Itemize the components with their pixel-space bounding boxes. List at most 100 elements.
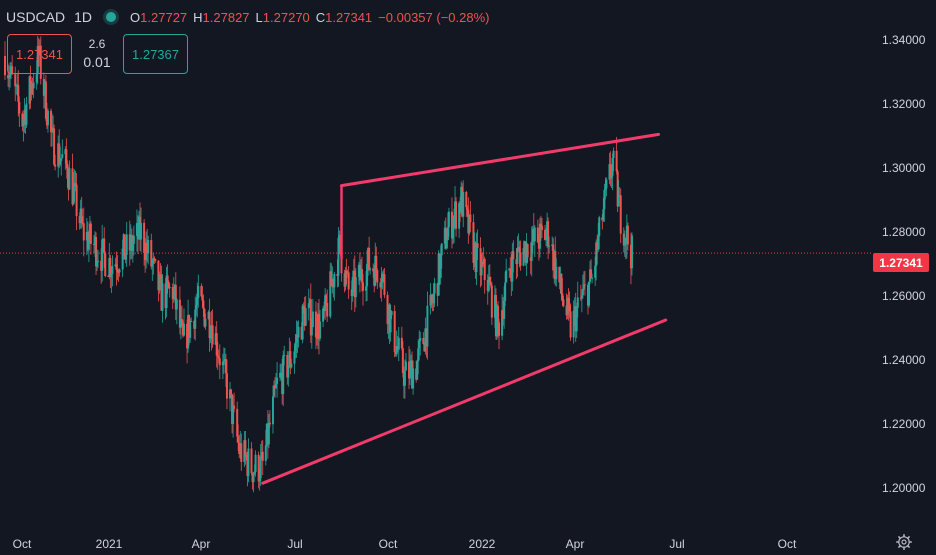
candle <box>388 303 391 344</box>
candle <box>366 250 369 301</box>
candle <box>472 214 475 271</box>
candle <box>460 181 463 215</box>
candle <box>74 170 77 192</box>
candle <box>75 173 78 231</box>
candle <box>359 259 362 281</box>
high-label: H <box>193 9 203 25</box>
candle <box>517 233 520 250</box>
candle <box>238 434 241 458</box>
candle <box>144 238 147 273</box>
candle <box>475 232 478 286</box>
candle <box>231 393 234 434</box>
interval-label[interactable]: 1D <box>74 9 93 25</box>
candle <box>451 217 454 245</box>
candle <box>54 154 57 171</box>
candle <box>304 296 307 327</box>
candle <box>447 207 450 237</box>
candle <box>319 310 322 341</box>
gear-icon[interactable] <box>896 534 912 550</box>
candle <box>196 282 199 318</box>
candle <box>445 229 448 250</box>
candle <box>147 235 150 265</box>
trendline-lower[interactable] <box>261 318 668 485</box>
candle <box>605 177 608 197</box>
candle <box>324 288 327 320</box>
buy-button[interactable]: 1.27367 <box>123 34 188 74</box>
candle <box>568 291 571 319</box>
candle <box>188 314 191 346</box>
candle <box>25 96 28 129</box>
candle <box>482 247 485 268</box>
candle <box>257 451 260 489</box>
trendline-upper[interactable] <box>340 132 661 188</box>
candle <box>625 214 628 259</box>
x-tick-label: Oct <box>777 537 797 551</box>
candle <box>24 105 27 134</box>
candle <box>232 395 235 438</box>
x-tick-label: Jul <box>287 537 303 551</box>
candle <box>251 472 254 490</box>
candle <box>626 222 629 251</box>
candle <box>174 272 177 321</box>
candle <box>576 281 579 318</box>
candle <box>295 320 298 358</box>
x-tick-label: Jul <box>669 537 685 551</box>
candle <box>59 146 62 167</box>
candle <box>66 160 69 188</box>
high-value: 1.27827 <box>202 9 250 25</box>
candle <box>516 236 519 278</box>
candle <box>558 266 561 290</box>
candle <box>108 242 111 280</box>
candle <box>386 291 389 334</box>
candles <box>4 35 633 493</box>
candle <box>458 201 461 238</box>
candle <box>252 471 255 493</box>
candle <box>372 263 375 278</box>
candle <box>30 80 33 101</box>
candle <box>619 188 622 244</box>
candle <box>140 207 143 253</box>
sell-button[interactable]: 1.27341 <box>7 34 72 74</box>
candle <box>531 225 534 254</box>
candle <box>409 349 412 385</box>
candle <box>21 111 24 132</box>
candle <box>351 270 354 302</box>
candle <box>493 285 496 328</box>
x-tick-label: 2021 <box>95 537 123 551</box>
open-value: 1.27727 <box>140 9 188 25</box>
y-tick-label: 1.30000 <box>882 161 926 175</box>
candle <box>588 281 591 308</box>
candle <box>423 342 426 352</box>
candle <box>604 177 607 200</box>
candle <box>86 221 89 252</box>
candle <box>354 268 357 308</box>
candle <box>415 360 418 383</box>
candle <box>208 298 211 352</box>
candle <box>4 41 6 80</box>
candle <box>594 256 597 286</box>
trendlines[interactable] <box>261 132 668 485</box>
candle <box>373 265 376 293</box>
candle <box>424 317 427 355</box>
candle <box>68 160 71 190</box>
candle <box>548 236 551 254</box>
candle <box>329 262 332 319</box>
candle <box>283 345 286 366</box>
candle <box>16 73 19 96</box>
candle <box>533 225 536 257</box>
candle <box>43 79 46 109</box>
candle <box>325 293 328 306</box>
candle <box>85 217 88 256</box>
symbol-name[interactable]: USDCAD <box>6 9 66 25</box>
candle <box>512 240 515 273</box>
candle <box>618 187 621 197</box>
candle <box>581 274 584 299</box>
candle <box>455 197 458 237</box>
candle <box>286 351 289 385</box>
candle <box>450 197 453 249</box>
candle <box>307 288 310 321</box>
candle <box>210 310 213 351</box>
candle <box>468 214 471 236</box>
candle <box>496 301 499 338</box>
